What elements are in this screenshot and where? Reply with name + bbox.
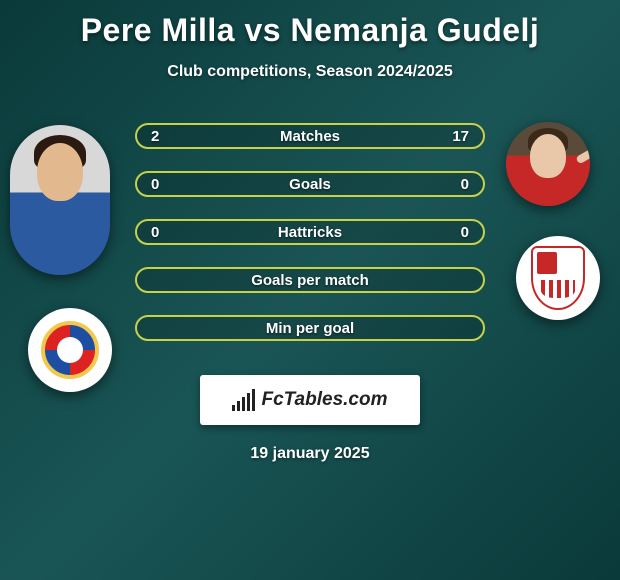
club-badge-right <box>516 236 600 320</box>
stat-label: Min per goal <box>266 320 354 337</box>
date-label: 19 january 2025 <box>0 445 620 463</box>
sevilla-crest-icon <box>531 246 585 310</box>
stat-left-value: 2 <box>151 128 159 145</box>
stat-left-value: 0 <box>151 224 159 241</box>
stat-label: Goals per match <box>251 272 369 289</box>
page-title: Pere Milla vs Nemanja Gudelj <box>0 0 620 49</box>
subtitle: Club competitions, Season 2024/2025 <box>0 63 620 81</box>
chart-bars-icon <box>232 389 255 411</box>
stat-row-matches: 2 Matches 17 <box>135 123 485 149</box>
brand-logo: FcTables.com <box>200 375 420 425</box>
stat-row-hattricks: 0 Hattricks 0 <box>135 219 485 245</box>
club-badge-left <box>28 308 112 392</box>
stat-label: Hattricks <box>278 224 342 241</box>
stat-label: Matches <box>280 128 340 145</box>
stat-row-goals-per-match: Goals per match <box>135 267 485 293</box>
comparison-table: 2 Matches 17 0 Goals 0 0 Hattricks 0 Goa… <box>135 123 485 341</box>
brand-name: FcTables.com <box>261 389 387 411</box>
player-left-photo <box>10 125 110 275</box>
stat-right-value: 17 <box>452 128 469 145</box>
stat-row-min-per-goal: Min per goal <box>135 315 485 341</box>
espanyol-crest-icon <box>41 321 99 379</box>
stat-right-value: 0 <box>461 176 469 193</box>
player-right-photo <box>506 122 590 206</box>
stat-right-value: 0 <box>461 224 469 241</box>
stat-label: Goals <box>289 176 331 193</box>
stat-left-value: 0 <box>151 176 159 193</box>
stat-row-goals: 0 Goals 0 <box>135 171 485 197</box>
